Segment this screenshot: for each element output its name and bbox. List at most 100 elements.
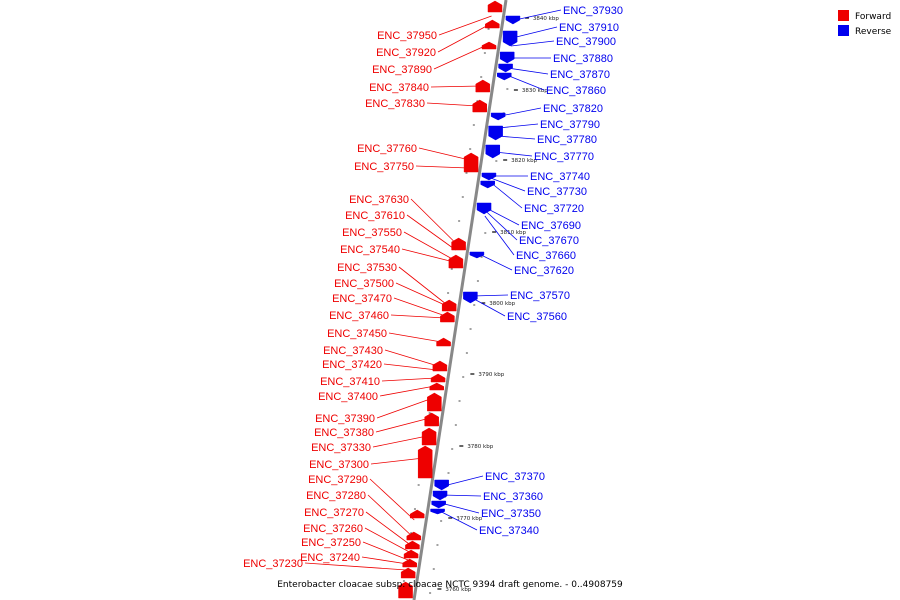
forward-gene-label: ENC_37280 [306,490,366,502]
legend-forward-label: Forward [855,12,891,22]
gene-labels: ENC_37950 ENC_37920 ENC_37890 ENC_37840 ENC_… [243,5,623,570]
label-leader [439,510,478,531]
scale-label: 3760 kbp [445,587,471,593]
reverse-gene-label: ENC_37870 [550,69,610,81]
reverse-gene [498,63,513,73]
forward-gene-label: ENC_37400 [318,391,378,403]
forward-gene-label: ENC_37500 [334,278,394,290]
forward-gene-label: ENC_37750 [354,161,414,173]
reverse-gene-label: ENC_37820 [543,103,603,115]
label-leader [514,9,562,21]
label-leader [512,26,558,39]
reverse-gene [488,125,503,141]
reverse-gene-label: ENC_37910 [559,22,619,34]
label-leader [369,478,415,521]
label-leader [415,165,469,169]
forward-gene-label: ENC_37390 [315,413,375,425]
forward-gene-label: ENC_37950 [377,30,437,42]
forward-gene-label: ENC_37540 [340,244,400,256]
reverse-gene-label: ENC_37690 [521,220,581,232]
reverse-gene-label: ENC_37790 [540,119,600,131]
forward-gene-label: ENC_37410 [320,376,380,388]
forward-gene [427,392,442,412]
label-leaders [304,9,562,571]
forward-gene-label: ENC_37330 [311,442,371,454]
label-leader [384,349,439,367]
label-leader [364,527,410,553]
genome-backbone [412,0,508,600]
genome-caption: Enterobacter cloacae subsp. cloacae NCTC… [277,580,623,590]
scale-label: 3810 kbp [500,230,526,236]
label-leader [372,435,428,448]
label-leader [362,541,409,561]
label-leader [383,363,438,371]
forward-gene [485,19,500,29]
reverse-gene-label: ENC_37670 [519,235,579,247]
reverse-gene [497,72,512,81]
reverse-gene [434,479,449,491]
reverse-gene [469,251,485,259]
reverse-gene [490,112,506,121]
reverse-gene-label: ENC_37370 [485,471,545,483]
label-leader [375,417,431,433]
label-leader [401,248,454,263]
forward-gene [472,99,487,113]
label-leader [376,397,434,419]
label-leader [381,377,437,382]
label-leader [398,266,448,306]
reverse-gene [476,202,492,215]
forward-gene [463,152,479,173]
label-leader [433,44,488,70]
reverse-gene-label: ENC_37880 [553,53,613,65]
reverse-gene [480,180,495,189]
label-leader [485,207,520,226]
label-leader [500,107,542,117]
reverse-gene [432,490,448,501]
reverse-gene [505,15,521,25]
label-leader [379,385,435,397]
reverse-gene-label: ENC_37660 [516,250,576,262]
label-leader [393,297,446,317]
forward-gene-label: ENC_37840 [369,82,429,94]
forward-gene-label: ENC_37890 [372,64,432,76]
reverse-gene-label: ENC_37340 [479,525,539,537]
forward-gene-label: ENC_37230 [243,558,303,570]
label-leader [395,282,448,307]
reverse-gene [499,51,515,64]
label-leader [406,214,456,251]
forward-gene-label: ENC_37300 [309,459,369,471]
forward-gene-label: ENC_37530 [337,262,397,274]
forward-gene-label: ENC_37290 [308,474,368,486]
forward-gene-label: ENC_37760 [357,143,417,155]
label-leader [484,215,515,256]
label-leader [472,297,506,317]
forward-gene [406,531,422,541]
reverse-gene-label: ENC_37730 [527,186,587,198]
label-leader [510,40,555,47]
reverse-gene [485,144,501,159]
label-leader [443,475,484,487]
forward-gene-label: ENC_37460 [329,310,389,322]
reverse-gene-label: ENC_37780 [537,134,597,146]
legend: Forward Reverse [838,10,892,37]
label-leader [410,198,457,245]
forward-gene-label: ENC_37420 [322,359,382,371]
forward-gene-label: ENC_37240 [300,552,360,564]
label-leader [361,556,408,565]
label-leader [440,502,480,514]
label-leader [437,23,491,53]
label-leader [304,562,407,571]
label-leader [403,231,455,261]
forward-gene [481,41,497,50]
reverse-gene [502,30,518,47]
scale-label: 3820 kbp [511,158,537,164]
scale-label: 3840 kbp [533,16,559,22]
label-leader [494,151,533,157]
forward-gene [451,237,466,251]
label-leader [365,511,411,546]
reverse-gene [430,508,445,515]
label-leader [426,102,478,107]
scale-label: 3790 kbp [478,372,504,378]
